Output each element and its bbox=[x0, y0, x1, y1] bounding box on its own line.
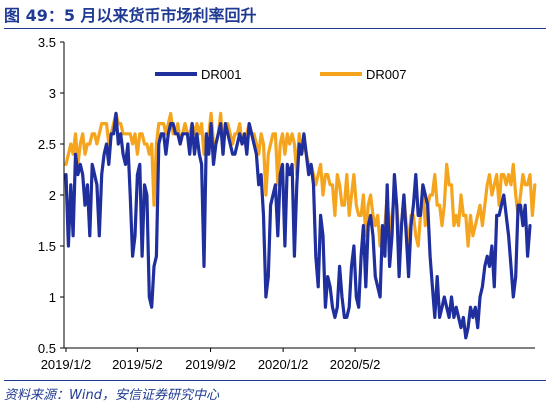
legend-label-dr001: DR001 bbox=[201, 67, 241, 82]
y-tick-label: 3 bbox=[49, 86, 56, 101]
legend-label-dr007: DR007 bbox=[366, 67, 406, 82]
x-tick-label: 2019/9/2 bbox=[185, 357, 236, 372]
series-line-dr001 bbox=[64, 111, 532, 340]
x-tick-label: 2019/5/2 bbox=[112, 357, 163, 372]
source-rule bbox=[4, 380, 546, 381]
y-tick-label: 1.5 bbox=[38, 239, 56, 254]
y-tick-label: 1 bbox=[49, 290, 56, 305]
y-tick-label: 2.5 bbox=[38, 137, 56, 152]
y-tick-label: 0.5 bbox=[38, 341, 56, 356]
y-tick-label: 2 bbox=[49, 188, 56, 203]
y-tick-label: 3.5 bbox=[38, 35, 56, 50]
x-tick-label: 2020/5/2 bbox=[330, 357, 381, 372]
x-tick-label: 2019/1/2 bbox=[41, 357, 92, 372]
figure-title: 图 49：5 月以来货币市场利率回升 bbox=[4, 6, 257, 25]
title-rule bbox=[4, 28, 546, 29]
x-tick-label: 2020/1/2 bbox=[258, 357, 309, 372]
source-note: 资料来源：Wind，安信证券研究中心 bbox=[4, 388, 219, 403]
